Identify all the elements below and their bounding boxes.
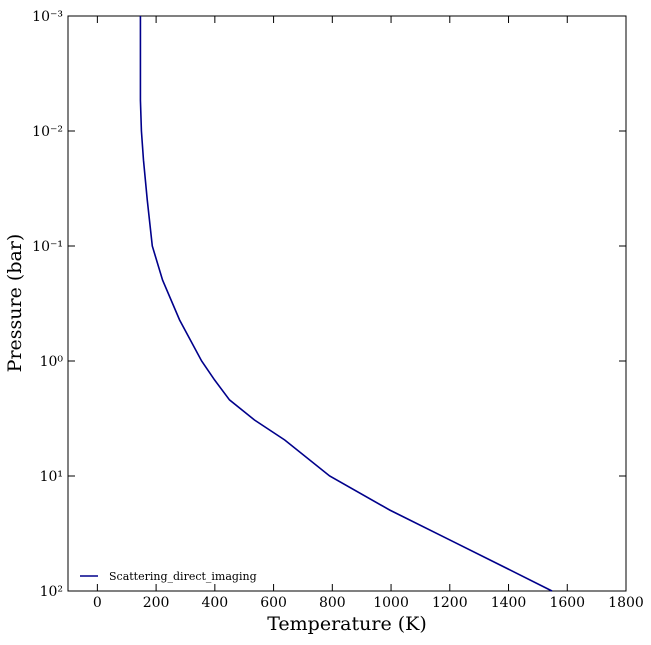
x-tick-label: 600 (260, 595, 287, 611)
x-axis-label: Temperature (K) (267, 613, 427, 635)
x-tick-label: 1400 (491, 595, 527, 611)
x-tick-label: 800 (319, 595, 346, 611)
y-tick-label: 10² (40, 584, 63, 600)
x-tick-label: 1600 (549, 595, 585, 611)
y-tick-label: 10⁻³ (32, 9, 63, 25)
x-tick-label: 1800 (608, 595, 644, 611)
y-tick-label: 10⁰ (40, 354, 64, 370)
legend-label: Scattering_direct_imaging (109, 570, 257, 583)
x-tick-label: 400 (201, 595, 228, 611)
y-tick-label: 10¹ (40, 469, 63, 485)
plot-frame (67, 15, 627, 592)
y-tick-label: 10⁻¹ (32, 239, 63, 255)
data-line (139, 16, 553, 592)
y-axis-label: Pressure (bar) (4, 234, 26, 373)
x-tick-label: 1200 (432, 595, 468, 611)
x-tick-label: 200 (143, 595, 170, 611)
x-tick-label: 0 (93, 595, 102, 611)
y-tick-label: 10⁻² (32, 124, 63, 140)
x-tick-label: 1000 (373, 595, 409, 611)
